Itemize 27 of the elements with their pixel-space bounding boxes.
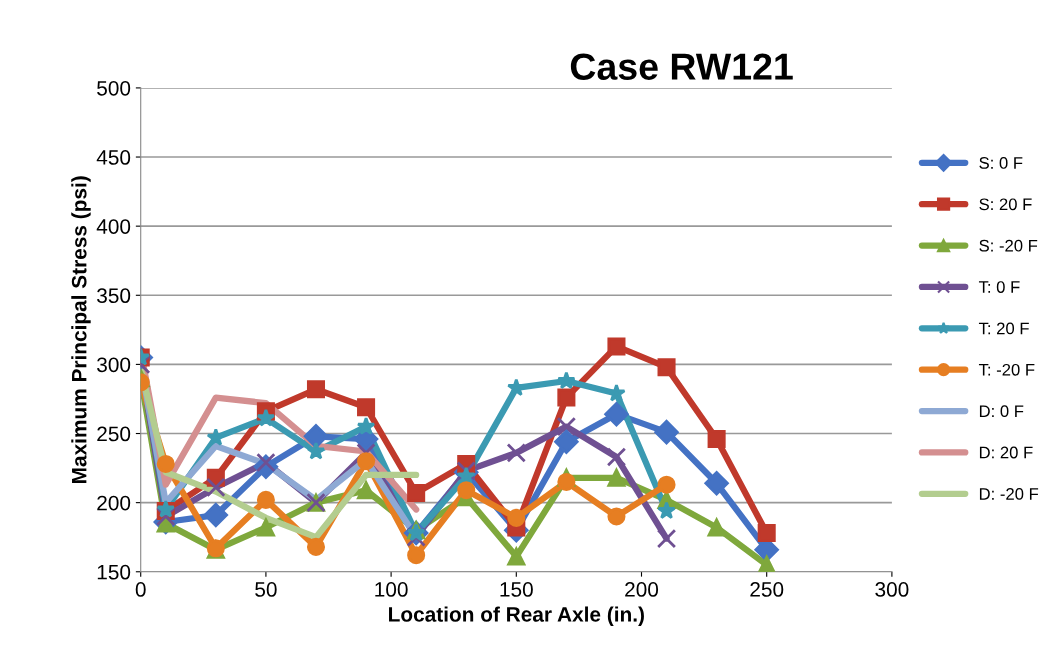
y-tick-label: 450 xyxy=(96,150,131,165)
legend-label: D: -20 F xyxy=(979,487,1039,500)
y-tick-label: 250 xyxy=(97,426,131,442)
x-tick-label: 0 xyxy=(135,582,146,597)
y-tick-label: 200 xyxy=(97,495,131,511)
x-tick-label: 150 xyxy=(500,582,533,597)
x-tick-label: 100 xyxy=(375,582,408,597)
x-axis-title: Location of Rear Axle (in.) xyxy=(389,606,644,626)
x-tick-label: 300 xyxy=(875,582,909,597)
x-tick-label: 250 xyxy=(750,582,784,597)
legend-label: D: 0 F xyxy=(979,405,1024,418)
y-axis-title: Maximum Principal Stress (psi) xyxy=(71,176,91,483)
y-tick-label: 400 xyxy=(96,219,131,234)
y-tick-label: 300 xyxy=(97,357,131,373)
legend-label: T: -20 F xyxy=(978,363,1035,376)
y-tick-label: 350 xyxy=(97,288,131,304)
y-tick-label: 500 xyxy=(97,80,131,96)
legend-label: S: -20 F xyxy=(979,239,1038,252)
legend-label: S: 0 F xyxy=(979,157,1023,169)
legend-label: T: 20 F xyxy=(978,322,1029,335)
y-tick-label: 150 xyxy=(97,564,131,580)
x-tick-label: 50 xyxy=(255,582,277,597)
legend-label: T: 0 F xyxy=(978,281,1020,293)
legend-label: S: 20 F xyxy=(979,198,1032,211)
legend-label: D: 20 F xyxy=(979,446,1033,459)
x-tick-label: 200 xyxy=(625,582,659,597)
chart-title: Case RW121 xyxy=(570,53,793,80)
